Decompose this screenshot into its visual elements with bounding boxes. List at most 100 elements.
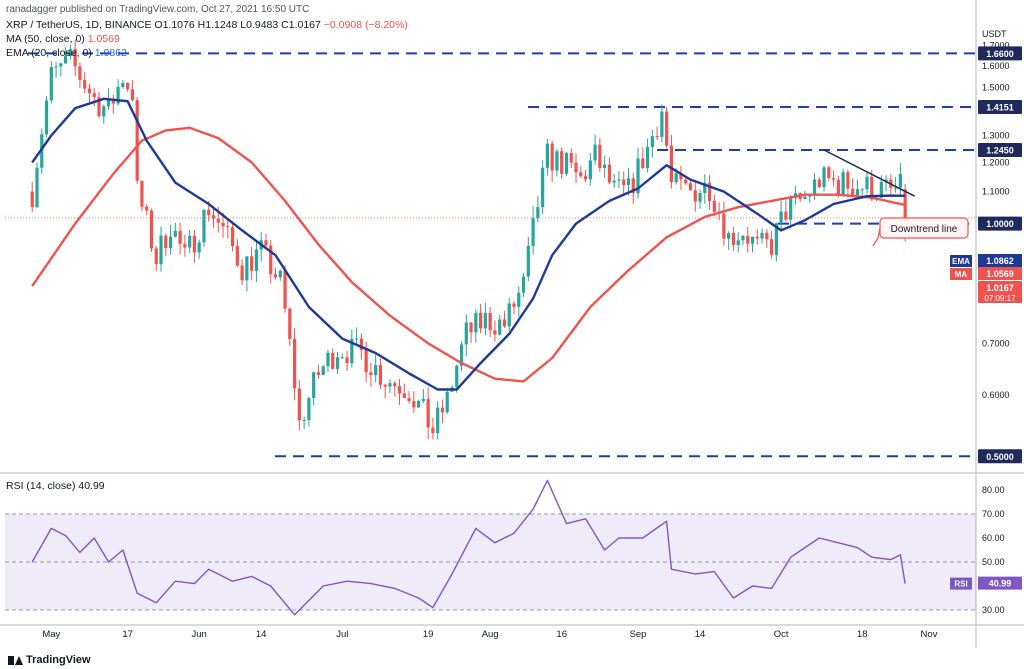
level-tag-bg (978, 46, 1022, 61)
candle-body (254, 249, 259, 271)
candle-body (197, 242, 201, 253)
candle-body (469, 322, 473, 333)
time-axis-tick-label: 19 (423, 629, 434, 640)
candle-body (622, 179, 626, 186)
time-axis-tick-label: 14 (695, 629, 706, 640)
candle-body (445, 391, 449, 413)
time-axis-tick-label: 16 (556, 629, 567, 640)
candle-body (760, 232, 764, 239)
candle-body (87, 88, 92, 94)
price-axis-tick-label: 1.3000 (982, 131, 1010, 141)
candle-body (722, 213, 726, 239)
price-axis-tick-label: 1.1000 (982, 187, 1010, 197)
candle-body (517, 292, 521, 307)
candle-body (116, 87, 120, 104)
candle-body (583, 176, 588, 180)
price-axis-tick-label: 1.5000 (982, 82, 1010, 92)
candle-body (774, 223, 778, 255)
candle-body (407, 398, 411, 402)
candle-body (440, 407, 445, 413)
candle-body (340, 357, 344, 359)
candle-body (688, 183, 693, 191)
candle-body (331, 352, 335, 369)
candle-body (374, 365, 378, 376)
candle-body (669, 145, 674, 183)
candle-body (135, 100, 139, 181)
candle-body (569, 153, 573, 163)
candle-body (283, 270, 287, 309)
candle-body (173, 230, 177, 237)
candle-body (326, 352, 330, 367)
candle-body (359, 338, 363, 351)
candle-body (145, 206, 149, 211)
candle-body (855, 189, 860, 196)
candle-body (335, 357, 340, 369)
candle-body (64, 56, 68, 64)
candle-body (588, 160, 592, 180)
candle-body (822, 167, 826, 188)
candle-body (130, 89, 135, 101)
candle-body (479, 312, 483, 329)
candle-body (574, 162, 578, 173)
candle-body (111, 98, 115, 104)
candle-body (102, 106, 106, 117)
candle-body (812, 179, 817, 196)
ema-legend-value: 1.0862 (94, 47, 127, 59)
candle-body (178, 230, 182, 244)
candle-body (541, 167, 545, 208)
rsi-axis-tick-label: 70.00 (982, 509, 1005, 519)
time-axis: May 17 Jun 14 Jul 19 Aug 16 Sep 14 Oct 18 Nov (42, 629, 937, 640)
ohlc-close: C1.0167 (281, 19, 321, 31)
candle-body (126, 83, 130, 90)
tradingview-logo-icon (8, 655, 23, 665)
candle-body (493, 330, 497, 335)
candle-body (321, 366, 325, 376)
candle-body (531, 217, 535, 246)
candle-body (603, 164, 607, 169)
candle-body (865, 176, 869, 190)
level-tag-label: 1.4151 (986, 103, 1014, 113)
ema-value-tag-bg (978, 254, 1022, 267)
rsi-legend-label: RSI (14, close) (6, 480, 76, 492)
candle-body (655, 136, 659, 138)
candle-body (345, 357, 349, 364)
candle-body (378, 365, 383, 385)
candle-body (741, 235, 745, 241)
level-tag-bg (978, 143, 1022, 158)
candle-body (831, 178, 836, 180)
candle-body (836, 179, 840, 195)
ema-legend[interactable]: EMA (20, close, 0) 1.0862 (6, 47, 127, 59)
candle-body (269, 245, 273, 275)
candle-body (83, 79, 87, 89)
candle-body (459, 344, 464, 366)
tradingview-brand[interactable]: TradingView (8, 654, 91, 666)
ma-value-tag-label: 1.0569 (986, 269, 1014, 279)
candle-body (412, 401, 416, 408)
candle-body (483, 313, 487, 329)
time-axis-tick-label: May (42, 629, 60, 640)
price-axis-tick-label: 0.7000 (982, 338, 1010, 348)
brand-label: TradingView (26, 654, 91, 666)
candle-body (350, 338, 354, 364)
candle-body (693, 190, 697, 202)
candle-body (555, 151, 559, 171)
candle-body (727, 233, 731, 239)
rsi-legend[interactable]: RSI (14, close) 40.99 (6, 480, 105, 492)
candle-body (507, 303, 511, 327)
rsi-value-tag-bg (978, 576, 1022, 590)
bar-countdown-label: 07:09:17 (984, 294, 1016, 303)
candle-body (297, 388, 301, 421)
candle-body (288, 308, 292, 340)
candle-body (59, 63, 63, 67)
ohlc-low: L0.9483 (240, 19, 279, 31)
candle-body (154, 248, 158, 265)
rsi-value-tag-label: 40.99 (989, 579, 1012, 589)
candle-body (35, 167, 39, 208)
candle-body (307, 397, 311, 421)
time-axis-tick-label: Nov (921, 629, 938, 640)
ma-legend[interactable]: MA (50, close, 0) 1.0569 (6, 33, 120, 45)
candle-body (106, 98, 111, 107)
